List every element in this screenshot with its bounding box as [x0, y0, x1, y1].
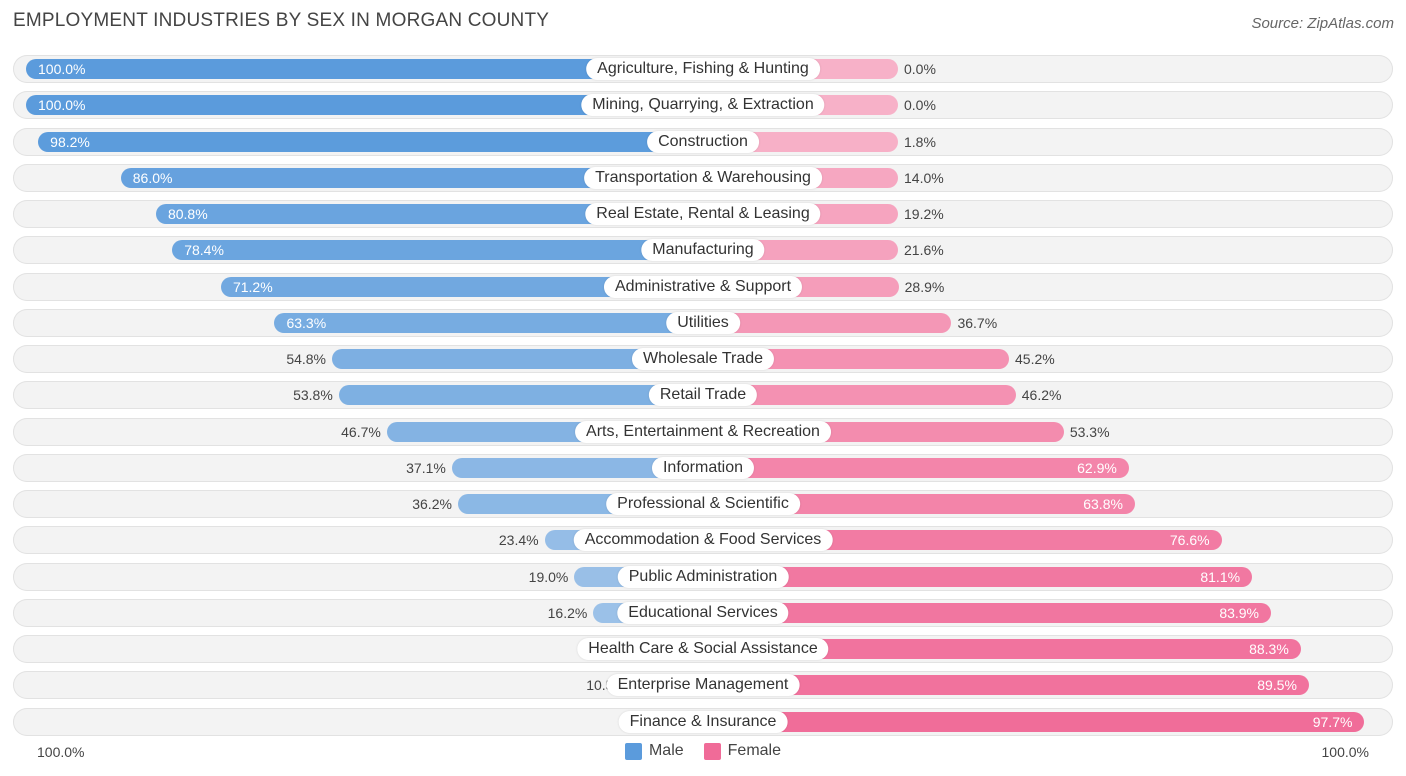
chart-title: EMPLOYMENT INDUSTRIES BY SEX IN MORGAN C…: [13, 10, 550, 31]
bar-female[interactable]: [703, 312, 952, 333]
value-label-female: 21.6%: [904, 242, 944, 259]
bar-male[interactable]: [220, 276, 703, 297]
value-label-female: 28.9%: [904, 278, 945, 295]
bar-male[interactable]: [38, 131, 703, 152]
legend-item-male[interactable]: Male: [624, 742, 684, 760]
bar-female[interactable]: [703, 494, 1135, 514]
category-label: Manufacturing: [641, 239, 765, 262]
value-label-male: 63.3%: [286, 314, 327, 331]
legend-label-female: Female: [727, 742, 782, 759]
value-label-male: 36.2%: [412, 496, 452, 512]
value-label-male: 53.8%: [293, 387, 333, 404]
value-label-male: 54.8%: [286, 351, 327, 367]
value-label-male: 100.0%: [38, 61, 86, 77]
category-label: Professional & Scientific: [606, 493, 800, 515]
category-label: Administrative & Support: [603, 275, 803, 298]
value-label-female: 63.8%: [1083, 496, 1123, 512]
bar-male[interactable]: [338, 385, 703, 406]
category-label: Arts, Entertainment & Recreation: [575, 420, 831, 443]
legend-swatch-female: [703, 742, 721, 760]
value-label-male: 100.0%: [38, 97, 86, 114]
value-label-female: 83.9%: [1219, 604, 1260, 621]
value-label-female: 88.3%: [1249, 641, 1289, 657]
bar-male[interactable]: [172, 240, 703, 261]
value-label-male: 80.8%: [167, 206, 208, 222]
value-label-female: 62.9%: [1077, 459, 1117, 476]
value-label-male: 19.0%: [528, 568, 569, 585]
value-label-male: 46.7%: [341, 423, 381, 440]
axis-left-label: 100.0%: [37, 744, 85, 760]
value-label-female: 0.0%: [904, 61, 936, 77]
bar-male[interactable]: [26, 59, 703, 79]
value-label-female: 97.7%: [1312, 713, 1353, 730]
category-label: Educational Services: [617, 601, 789, 624]
bar-female[interactable]: [703, 711, 1365, 732]
value-label-female: 81.1%: [1200, 568, 1241, 585]
bar-male[interactable]: [451, 457, 703, 478]
value-label-male: 98.2%: [50, 133, 90, 150]
category-label: Accommodation & Food Services: [573, 529, 833, 552]
bar-female[interactable]: [703, 349, 1009, 369]
bar-male[interactable]: [274, 312, 703, 333]
category-label: Wholesale Trade: [631, 348, 775, 370]
bar-female[interactable]: [703, 602, 1271, 623]
value-label-male: 71.2%: [232, 278, 273, 295]
value-label-female: 1.8%: [904, 133, 936, 150]
value-label-female: 76.6%: [1169, 532, 1210, 549]
value-label-female: 14.0%: [904, 169, 944, 186]
category-label: Transportation & Warehousing: [584, 166, 822, 189]
bar-female[interactable]: [703, 457, 1129, 478]
value-label-male: 86.0%: [132, 169, 173, 186]
category-label: Agriculture, Fishing & Hunting: [586, 58, 820, 80]
bar-female[interactable]: [703, 530, 1222, 551]
value-label-female: 46.2%: [1021, 387, 1062, 404]
category-label: Public Administration: [617, 565, 789, 588]
legend: Male Female: [0, 742, 1406, 760]
category-label: Retail Trade: [648, 384, 758, 407]
value-label-male: 78.4%: [184, 242, 224, 259]
bar-female[interactable]: [703, 385, 1016, 406]
bar-female[interactable]: [703, 566, 1253, 587]
value-label-female: 36.7%: [957, 314, 998, 331]
legend-item-female[interactable]: Female: [703, 742, 782, 760]
category-label: Finance & Insurance: [618, 710, 788, 733]
bar-male[interactable]: [120, 167, 703, 188]
bar-female[interactable]: [703, 639, 1301, 659]
category-label: Mining, Quarrying, & Extraction: [581, 94, 825, 117]
bar-male[interactable]: [155, 204, 703, 224]
value-label-male: 23.4%: [498, 532, 539, 549]
value-label-female: 19.2%: [904, 206, 944, 222]
category-label: Construction: [647, 130, 759, 153]
bar-male[interactable]: [26, 95, 703, 116]
axis-right-label: 100.0%: [1321, 744, 1369, 760]
bar-female[interactable]: [703, 675, 1309, 696]
value-label-female: 0.0%: [904, 97, 936, 114]
category-label: Information: [651, 456, 755, 479]
bar-male[interactable]: [332, 349, 703, 369]
value-label-female: 89.5%: [1257, 677, 1297, 694]
category-label: Utilities: [666, 311, 740, 334]
legend-label-male: Male: [648, 742, 684, 759]
value-label-male: 16.2%: [547, 604, 588, 621]
value-label-female: 53.3%: [1069, 423, 1110, 440]
value-label-female: 45.2%: [1015, 351, 1055, 367]
category-label: Real Estate, Rental & Leasing: [585, 203, 821, 225]
source-credit: Source: ZipAtlas.com: [1251, 15, 1394, 32]
value-label-male: 37.1%: [406, 459, 446, 476]
legend-swatch-male: [624, 742, 642, 760]
category-label: Enterprise Management: [606, 674, 800, 697]
category-label: Health Care & Social Assistance: [577, 638, 829, 660]
